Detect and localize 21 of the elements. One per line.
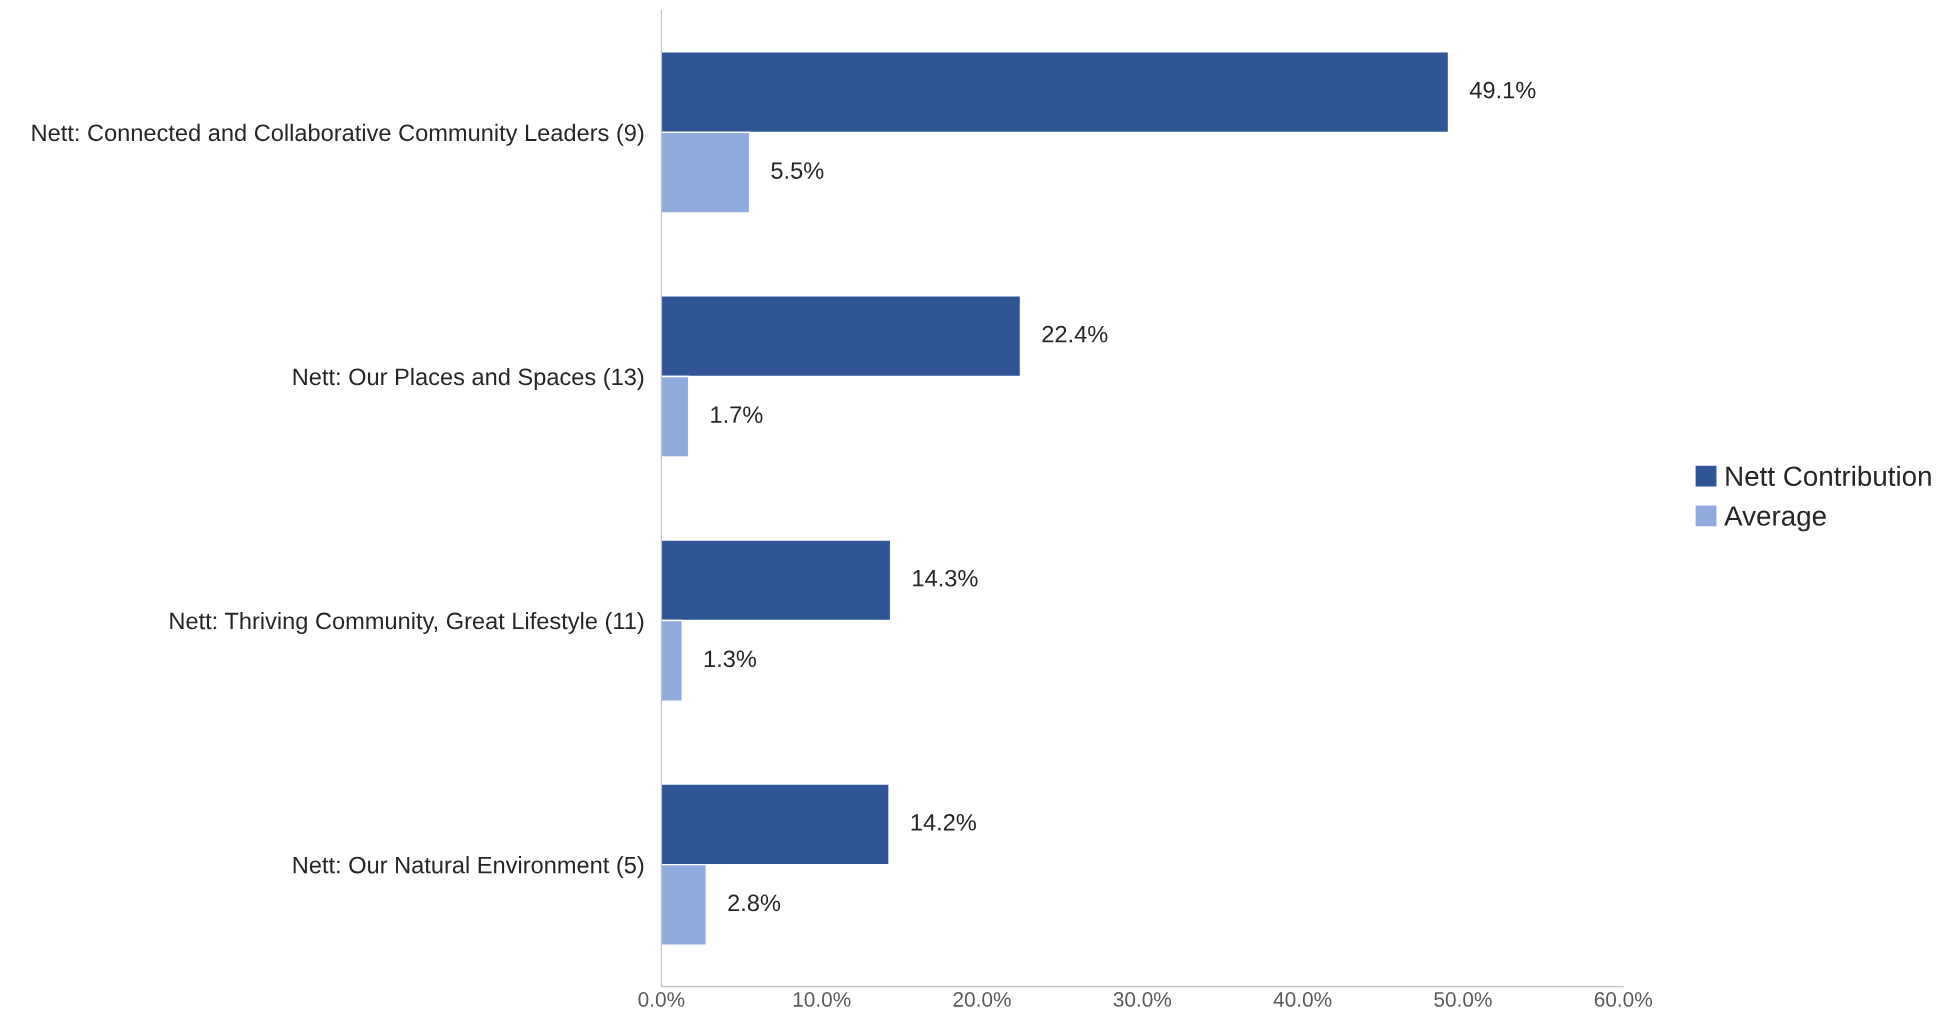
data-label: 49.1%	[1469, 81, 1536, 99]
x-tick-label: 10.0%	[793, 992, 851, 1007]
x-tick-label: 60.0%	[1594, 992, 1653, 1007]
x-tick-label: 30.0%	[1113, 992, 1172, 1007]
legend-label: Average	[1724, 506, 1826, 532]
x-tick-label: 50.0%	[1434, 992, 1492, 1007]
data-label: 14.3%	[913, 569, 978, 587]
data-label: 2.8%	[728, 894, 781, 912]
y-tick-label: Nett: Our Natural Environment (5)	[293, 856, 644, 879]
data-label: 1.7%	[711, 406, 763, 423]
y-tick-label: Nett: Connected and Collaborative Community Leaders (9)	[32, 123, 644, 146]
legend-label: Nett Contribution	[1726, 465, 1931, 487]
x-tick-label: 40.0%	[1273, 992, 1332, 1007]
x-tick-label: 0.0%	[638, 992, 685, 1007]
data-label: 22.4%	[1042, 325, 1108, 343]
data-label: 1.3%	[704, 650, 757, 668]
x-tick-label: 20.0%	[953, 992, 1011, 1007]
y-tick-label: Nett: Our Places and Spaces (13)	[293, 367, 644, 390]
y-tick-label: Nett: Thriving Community, Great Lifestyle (11)	[170, 611, 644, 634]
data-label: 5.5%	[771, 162, 824, 179]
data-label: 14.2%	[911, 813, 976, 831]
